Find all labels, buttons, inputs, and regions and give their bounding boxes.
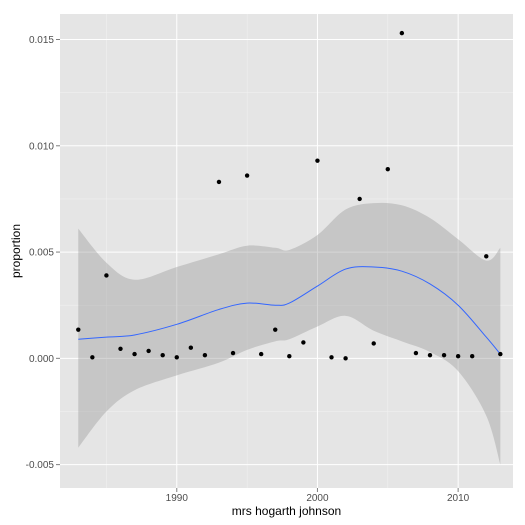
data-points xyxy=(76,30,503,361)
y-tick-label: 0.015 xyxy=(29,35,54,46)
y-axis-title: proportion xyxy=(9,224,23,278)
data-point xyxy=(413,350,419,356)
x-tick-label: 1990 xyxy=(166,493,189,504)
data-point xyxy=(315,158,320,163)
data-point xyxy=(399,30,405,36)
data-point xyxy=(146,348,151,354)
data-point xyxy=(470,354,475,359)
x-axis-ticks: 1990 2000 2010 xyxy=(166,488,470,504)
y-tick-label: -0.005 xyxy=(26,460,55,471)
data-point xyxy=(455,354,461,359)
data-point xyxy=(202,352,208,358)
data-point xyxy=(371,341,376,346)
x-axis-title: mrs hogarth johnson xyxy=(232,504,341,518)
data-point xyxy=(329,355,334,360)
data-point xyxy=(287,354,292,359)
y-axis-ticks: -0.005 0.000 0.005 0.010 0.015 xyxy=(26,35,60,471)
plot-panel xyxy=(60,14,513,488)
x-tick-label: 2010 xyxy=(447,493,470,504)
data-point xyxy=(343,356,348,361)
data-point xyxy=(104,273,109,278)
data-point xyxy=(441,352,447,358)
y-tick-label: 0.005 xyxy=(29,248,54,259)
confidence-band xyxy=(78,202,501,465)
data-point xyxy=(385,166,390,172)
data-point xyxy=(244,173,250,178)
data-point xyxy=(160,352,165,358)
data-point xyxy=(132,351,137,357)
data-point xyxy=(498,351,503,357)
data-point xyxy=(273,327,278,332)
data-point xyxy=(427,352,433,358)
data-point xyxy=(301,340,306,345)
data-point xyxy=(484,254,489,259)
data-point xyxy=(188,345,194,350)
y-tick-label: 0.010 xyxy=(29,141,54,152)
grid-major xyxy=(60,14,513,488)
smooth-line xyxy=(78,266,501,355)
y-tick-label: 0.000 xyxy=(29,354,54,365)
x-tick-label: 2000 xyxy=(306,493,329,504)
data-point xyxy=(174,355,179,360)
data-point xyxy=(258,351,264,357)
data-point xyxy=(357,196,362,202)
data-point xyxy=(118,346,123,351)
data-point xyxy=(76,327,81,332)
data-point xyxy=(216,179,222,185)
grid-minor xyxy=(60,14,513,488)
data-point xyxy=(90,355,95,360)
data-point xyxy=(230,350,236,356)
